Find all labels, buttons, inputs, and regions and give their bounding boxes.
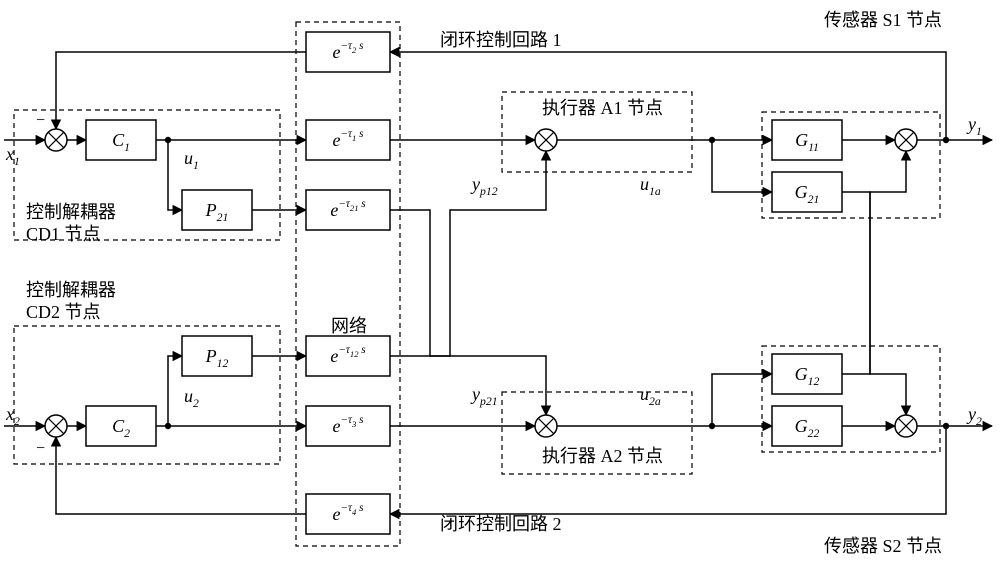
group-net bbox=[296, 22, 400, 546]
wire-22 bbox=[712, 374, 772, 426]
wire-26 bbox=[390, 426, 946, 514]
label-L_y2: y2 bbox=[966, 404, 982, 428]
label-L_yp12: yp12 bbox=[470, 174, 498, 198]
block-P21 bbox=[182, 190, 252, 230]
wire-19 bbox=[390, 151, 546, 356]
group-label-cd2: 控制解耦器 bbox=[26, 280, 116, 300]
label-L_loop2: 闭环控制回路 2 bbox=[440, 514, 562, 534]
block-D12 bbox=[306, 336, 390, 376]
group-label-a2: 执行器 A2 节点 bbox=[542, 446, 663, 466]
summer-sign-S_in1-top: − bbox=[36, 112, 45, 129]
svg-text:CD1 节点: CD1 节点 bbox=[26, 224, 101, 244]
label-L_yp21: yp21 bbox=[470, 384, 498, 408]
wire-3 bbox=[168, 140, 182, 210]
junction-dot bbox=[709, 423, 715, 429]
junction-dot bbox=[165, 137, 171, 143]
junction-dot bbox=[165, 423, 171, 429]
block-D3 bbox=[306, 406, 390, 446]
wire-23 bbox=[842, 151, 906, 374]
group-label-net: 网络 bbox=[331, 316, 367, 336]
label-L_y1: y1 bbox=[966, 114, 982, 138]
block-P12 bbox=[182, 336, 252, 376]
label-L_u2a: u2a bbox=[640, 384, 661, 408]
junction-dot bbox=[943, 423, 949, 429]
block-D2 bbox=[306, 32, 390, 72]
wire-8 bbox=[712, 140, 772, 192]
block-D1 bbox=[306, 120, 390, 160]
label-L_x2: x2 bbox=[5, 404, 20, 428]
label-L_u2: u2 bbox=[184, 386, 199, 410]
block-diagram: e−τ2 sC1P21e−τ1 se−τ21 sP12e−τ12 sC2e−τ3… bbox=[0, 0, 1000, 571]
label-L_u1: u1 bbox=[184, 148, 199, 172]
group-label-cd1: 控制解耦器 bbox=[26, 202, 116, 222]
group-label-a1: 执行器 A1 节点 bbox=[542, 98, 663, 118]
wire-12 bbox=[390, 52, 946, 140]
wire-27 bbox=[56, 437, 306, 514]
wire-6 bbox=[390, 210, 546, 415]
junction-dot bbox=[943, 137, 949, 143]
wire-13 bbox=[56, 52, 306, 129]
group-label-cd2: CD2 节点 bbox=[26, 302, 101, 322]
label-L_x1: x1 bbox=[5, 144, 20, 168]
group-label-s2: 传感器 S2 节点 bbox=[824, 536, 942, 556]
label-L_u1a: u1a bbox=[640, 174, 661, 198]
block-D21 bbox=[306, 190, 390, 230]
label-L_loop1: 闭环控制回路 1 bbox=[440, 30, 562, 50]
block-D4 bbox=[306, 494, 390, 534]
summer-sign-S_in2-bottom: − bbox=[36, 440, 45, 457]
wire-17 bbox=[168, 356, 182, 426]
group-label-s1: 传感器 S1 节点 bbox=[824, 10, 942, 30]
junction-dot bbox=[709, 137, 715, 143]
wire-10 bbox=[842, 192, 906, 415]
